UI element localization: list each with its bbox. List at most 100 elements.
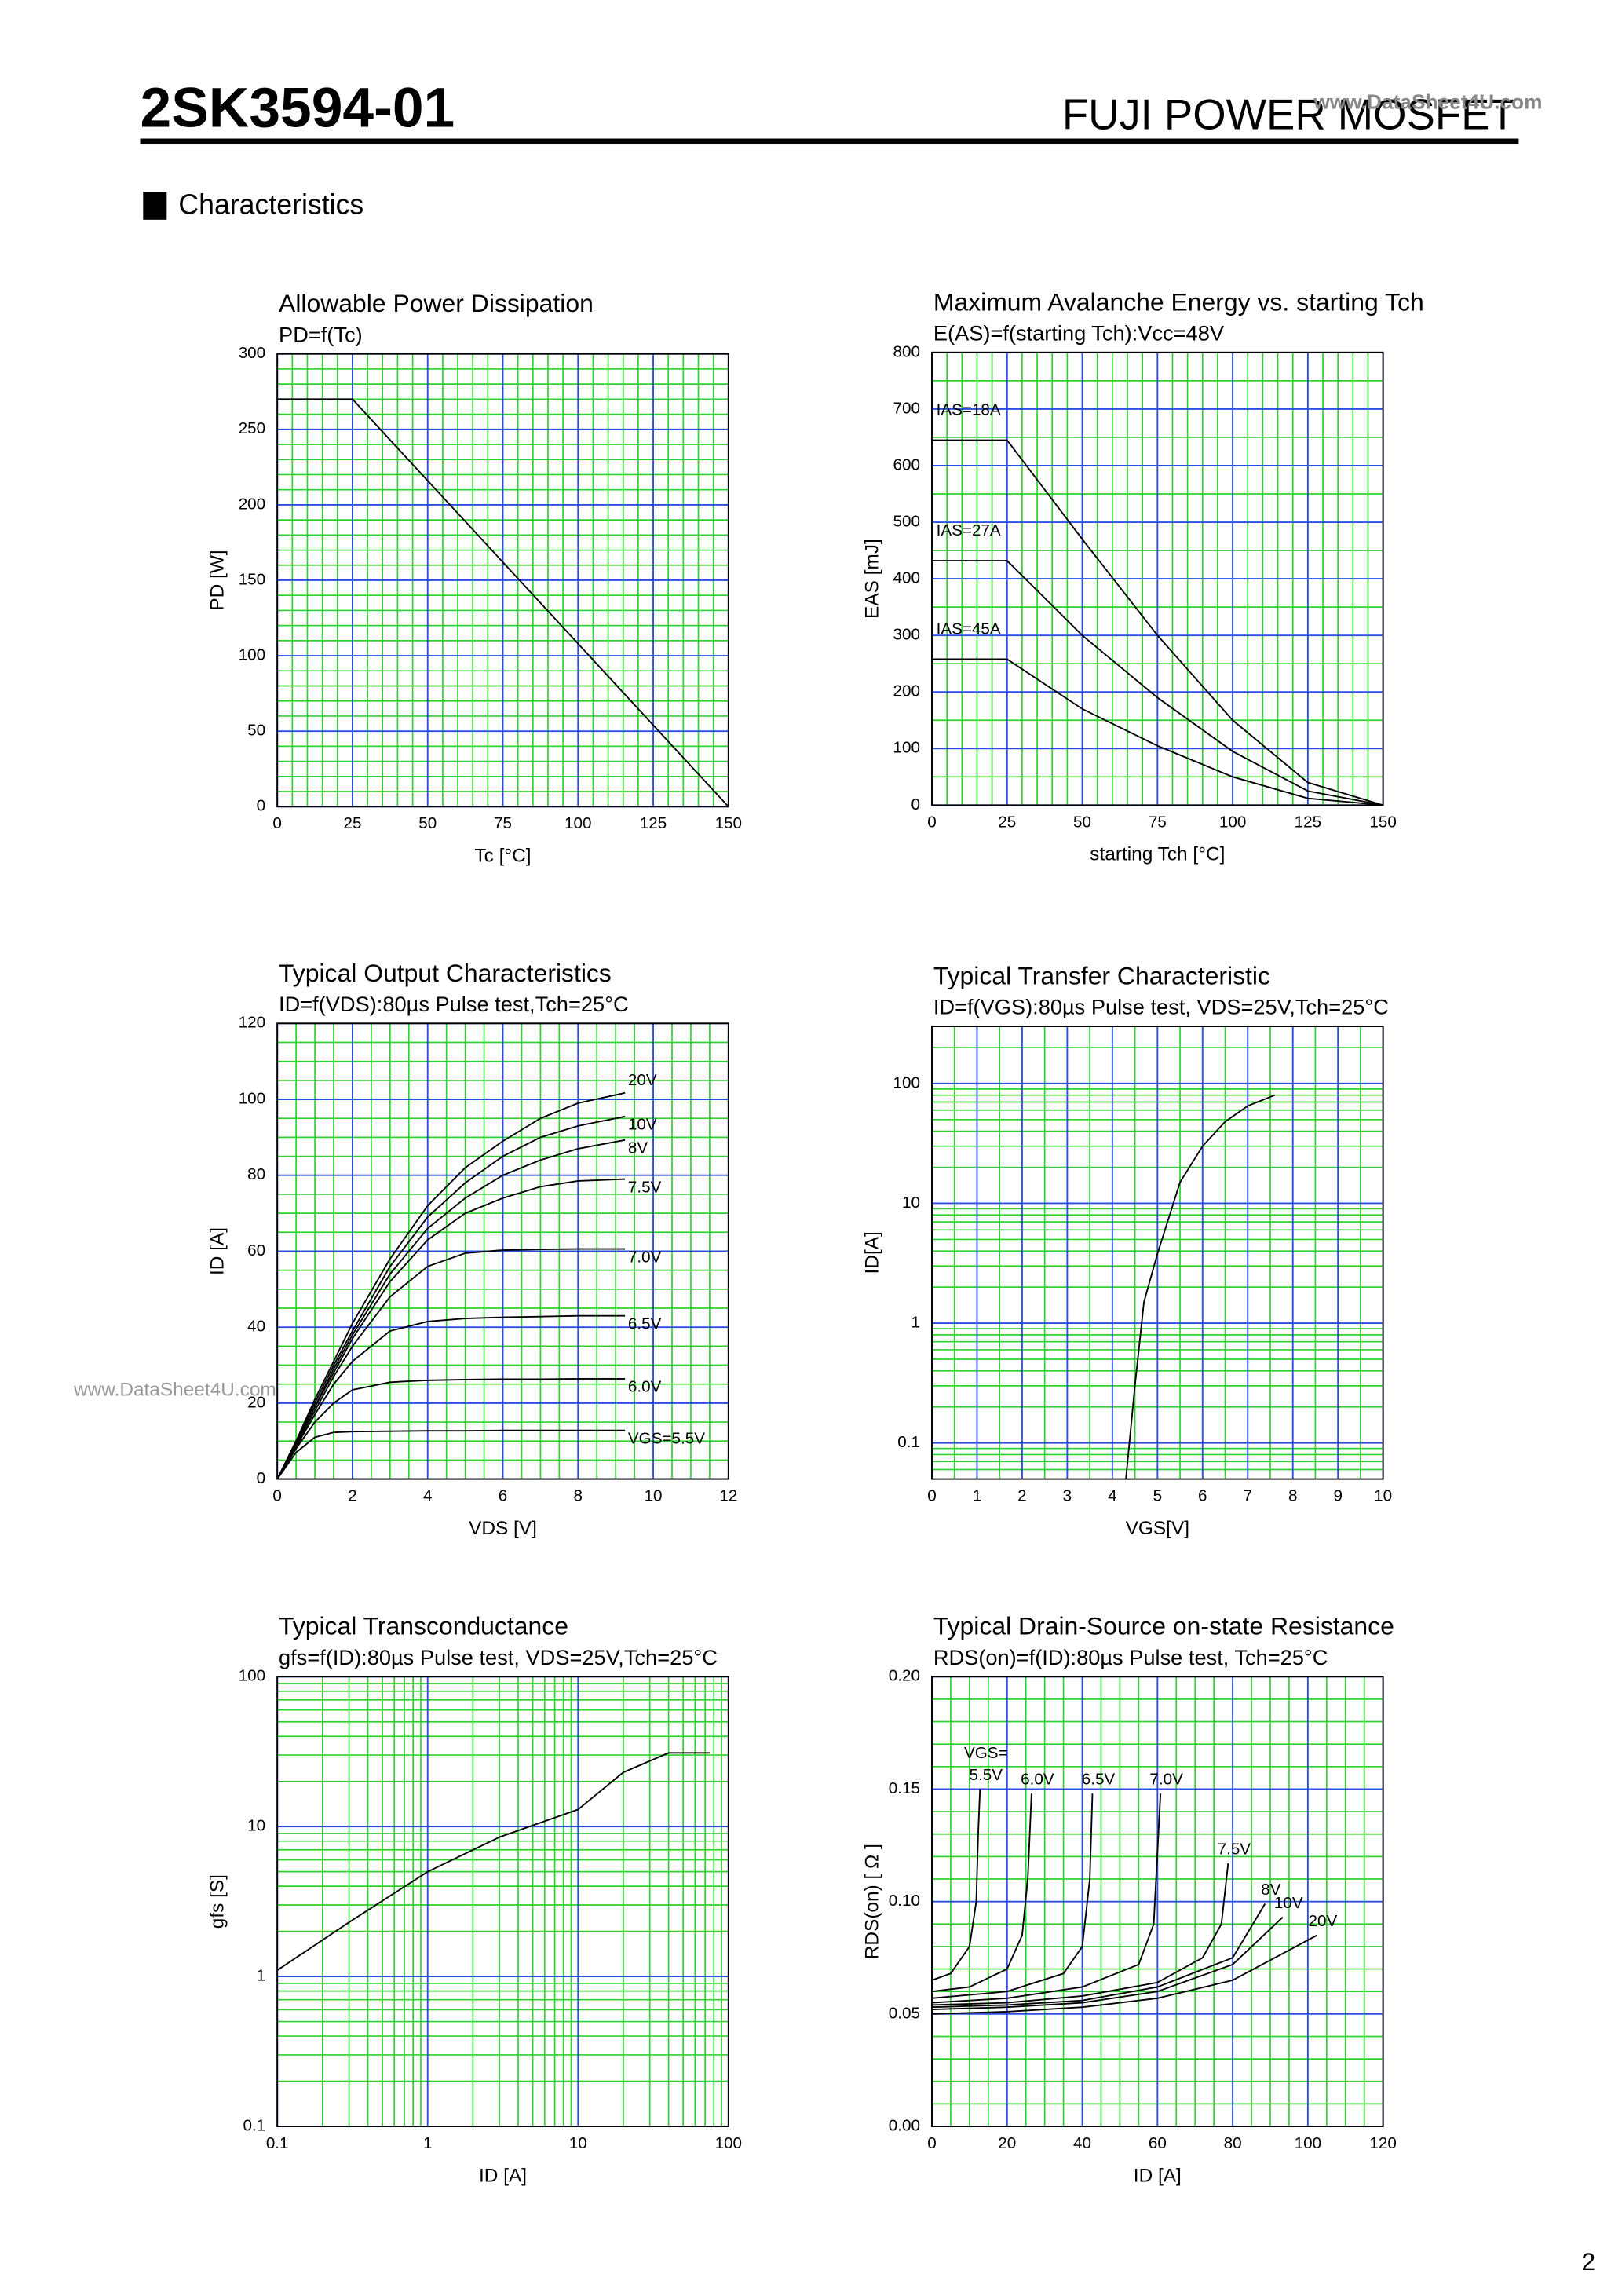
y-tick-label: 600 <box>893 455 920 473</box>
x-tick-label: 125 <box>1295 813 1321 831</box>
series-label: 20V <box>628 1071 657 1089</box>
y-tick-label: 100 <box>239 1089 265 1107</box>
section-marker <box>143 192 167 220</box>
x-axis-label: starting Tch [°C] <box>1090 844 1225 865</box>
chart-subtitle: ID=f(VGS):80µs Pulse test, VDS=25V,Tch=2… <box>933 995 1389 1019</box>
x-tick-label: 75 <box>1149 813 1167 831</box>
data-line <box>931 1863 1229 2006</box>
x-axis-label: VGS[V] <box>1126 1518 1189 1539</box>
data-line <box>1125 1094 1276 1479</box>
x-tick-label: 3 <box>1063 1487 1072 1505</box>
y-axis-label: PD [W] <box>207 550 228 610</box>
data-line <box>276 1248 626 1480</box>
brand: FUJI POWER MOSFET <box>1062 91 1516 139</box>
x-tick-label: 100 <box>564 814 591 832</box>
x-tick-label: 10 <box>569 2134 587 2152</box>
y-tick-label: 0.05 <box>889 2004 920 2022</box>
y-axis-label: ID [A] <box>207 1227 228 1275</box>
plot-frame <box>931 351 1384 806</box>
side-watermark: www.DataSheet4U.com <box>73 1379 276 1400</box>
chart-subtitle: RDS(on)=f(ID):80µs Pulse test, Tch=25°C <box>933 1645 1328 1669</box>
y-tick-label: 300 <box>893 626 920 644</box>
x-tick-label: 5 <box>1153 1487 1162 1505</box>
data-line <box>931 1903 1266 2009</box>
x-tick-label: 50 <box>1073 813 1091 831</box>
data-line <box>931 1934 1317 2015</box>
series-label: 7.0V <box>1149 1771 1183 1789</box>
x-tick-label: 10 <box>645 1487 663 1505</box>
data-line <box>276 1314 626 1480</box>
series-label: 7.5V <box>1218 1841 1251 1859</box>
x-tick-label: 125 <box>640 814 667 832</box>
x-tick-label: 12 <box>719 1487 737 1505</box>
header-rule <box>140 138 1519 145</box>
y-tick-label: 100 <box>239 646 265 664</box>
series-label: IAS=18A <box>937 400 1001 419</box>
plot-frame <box>931 1026 1384 1480</box>
part-number: 2SK3594-01 <box>141 77 455 140</box>
x-tick-label: 25 <box>343 814 361 832</box>
data-line <box>931 1789 981 1981</box>
y-tick-label: 200 <box>893 682 920 700</box>
series-label: VGS=5.5V <box>628 1429 705 1447</box>
y-tick-label: 100 <box>893 739 920 757</box>
series-label: 6.0V <box>1021 1771 1054 1789</box>
plot-frame <box>931 1676 1384 2127</box>
y-tick-label: 100 <box>893 1073 920 1091</box>
data-line <box>931 560 1383 806</box>
series-label: 10V <box>628 1116 657 1134</box>
series-label: 7.5V <box>628 1178 662 1196</box>
y-tick-label: 500 <box>893 512 920 530</box>
series-label: 6.5V <box>628 1314 662 1333</box>
data-line <box>931 439 1383 806</box>
x-tick-label: 2 <box>1017 1487 1026 1505</box>
y-tick-label: 300 <box>239 344 265 362</box>
data-line <box>931 1793 1094 1999</box>
x-tick-label: 0 <box>927 1487 936 1505</box>
x-axis-label: ID [A] <box>1134 2165 1182 2186</box>
y-axis-label: ID[A] <box>861 1231 882 1274</box>
x-tick-label: 100 <box>715 2134 742 2152</box>
x-tick-label: 7 <box>1244 1487 1252 1505</box>
y-tick-label: 700 <box>893 399 920 417</box>
data-line <box>277 398 729 807</box>
x-tick-label: 25 <box>998 813 1016 831</box>
x-tick-label: 0 <box>927 813 936 831</box>
series-label: IAS=45A <box>937 620 1001 638</box>
x-axis-label: VDS [V] <box>469 1518 537 1539</box>
y-tick-label: 10 <box>902 1194 920 1212</box>
y-tick-label: 0 <box>911 795 919 813</box>
y-tick-label: 10 <box>247 1817 265 1835</box>
series-label: 8V <box>1261 1881 1280 1899</box>
y-axis-label: EAS [mJ] <box>861 539 882 619</box>
y-tick-label: 150 <box>239 570 265 588</box>
y-tick-label: 1 <box>257 1967 265 1985</box>
data-line <box>931 658 1383 806</box>
x-tick-label: 0.1 <box>266 2134 289 2152</box>
x-tick-label: 4 <box>423 1487 432 1505</box>
x-tick-label: 1 <box>973 1487 981 1505</box>
y-tick-label: 120 <box>239 1014 265 1032</box>
x-tick-label: 4 <box>1108 1487 1116 1505</box>
chart-title: Maximum Avalanche Energy vs. starting Tc… <box>933 287 1424 316</box>
y-tick-label: 200 <box>239 495 265 513</box>
x-tick-label: 10 <box>1374 1487 1392 1505</box>
x-tick-label: 2 <box>348 1487 356 1505</box>
x-tick-label: 150 <box>1369 813 1396 831</box>
chart-title: Typical Transfer Characteristic <box>933 962 1270 990</box>
y-tick-label: 0.1 <box>897 1433 920 1451</box>
y-axis-label: gfs [S] <box>207 1874 228 1929</box>
x-tick-label: 80 <box>1224 2134 1242 2152</box>
x-tick-label: 0 <box>272 814 281 832</box>
data-line <box>276 1091 626 1480</box>
data-line <box>276 1178 626 1480</box>
plot-frame <box>276 1022 729 1480</box>
x-tick-label: 20 <box>998 2134 1016 2152</box>
chart-subtitle: ID=f(VDS):80µs Pulse test,Tch=25°C <box>279 992 629 1016</box>
chart-subtitle: gfs=f(ID):80µs Pulse test, VDS=25V,Tch=2… <box>279 1645 718 1669</box>
y-tick-label: 0.1 <box>243 2116 265 2134</box>
y-tick-label: 0.20 <box>889 1667 920 1685</box>
y-tick-label: 1 <box>911 1314 919 1332</box>
